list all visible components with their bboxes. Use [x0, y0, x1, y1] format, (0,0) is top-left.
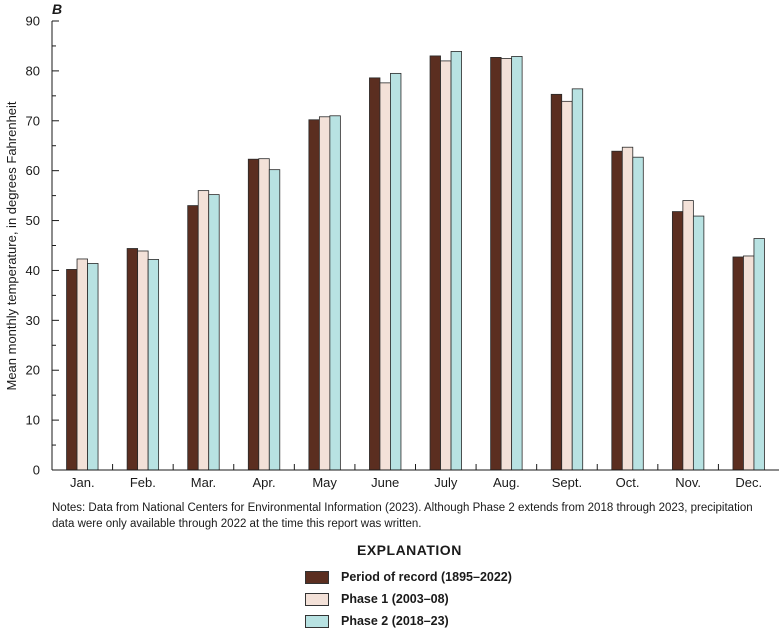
y-tick-label: 90: [26, 14, 40, 29]
bar-july-series-3: [450, 51, 462, 471]
x-tick-label: Nov.: [675, 475, 701, 490]
x-axis: Jan. Feb. Mar. Apr. May June July Aug. Sept. Oct.…: [52, 464, 779, 490]
bar-nov-series-2: [682, 200, 694, 471]
x-tick-label: Sept.: [552, 475, 582, 490]
legend-swatch-phase-2: [305, 614, 329, 628]
x-tick-label: May: [312, 475, 337, 490]
bar-oct-series-1: [611, 150, 623, 471]
legend: EXPLANATION Period of record (1895–2022)…: [305, 542, 605, 632]
bar-mar-series-2: [197, 190, 210, 471]
x-tick-label: Aug.: [493, 475, 520, 490]
legend-item-phase-2: Phase 2 (2018–23): [305, 610, 605, 632]
legend-swatch-phase-1: [305, 592, 329, 606]
bar-sept-series-3: [571, 88, 584, 471]
x-tick-label: June: [371, 475, 399, 490]
legend-label-phase-1: Phase 1 (2003–08): [341, 592, 449, 606]
bar-chart: B 0 10 20 30 40 50 60 70 80 90 Jan. Feb. Mar. Apr. Ma…: [4, 1, 779, 490]
bar-jan-series-3: [87, 263, 99, 471]
bar-dec-series-1: [732, 256, 744, 471]
bar-aug-series-1: [490, 57, 502, 471]
y-tick-label: 30: [26, 313, 40, 328]
bar-may-series-2: [318, 116, 331, 471]
panel-label: B: [52, 1, 62, 17]
y-tick-label: 10: [26, 413, 40, 428]
x-tick-label: Jan.: [70, 475, 95, 490]
x-tick-label: Feb.: [130, 475, 156, 490]
bar-nov-series-3: [692, 215, 705, 471]
y-axis-label: Mean monthly temperature, in degrees Fah…: [4, 101, 19, 390]
bar-apr-series-1: [247, 158, 260, 471]
bar-june-series-3: [390, 72, 402, 471]
y-tick-label: 20: [26, 363, 40, 378]
bar-feb-series-2: [137, 250, 149, 471]
legend-item-phase-1: Phase 1 (2003–08): [305, 588, 605, 610]
bar-may-series-3: [329, 115, 341, 471]
y-tick-label: 0: [33, 463, 40, 478]
bar-oct-series-3: [632, 156, 644, 471]
bar-sept-series-1: [550, 93, 563, 471]
legend-label-period-of-record: Period of record (1895–2022): [341, 570, 512, 584]
bars-group: [66, 51, 765, 471]
x-tick-label: Apr.: [252, 475, 275, 490]
bar-nov-series-1: [671, 211, 684, 471]
y-tick-label: 80: [26, 63, 40, 78]
bar-apr-series-3: [268, 169, 281, 471]
bar-june-series-2: [379, 82, 391, 471]
bar-mar-series-1: [187, 205, 199, 471]
bar-jan-series-2: [76, 258, 88, 471]
y-tick-label: 70: [26, 113, 40, 128]
legend-title: EXPLANATION: [357, 542, 462, 558]
bar-mar-series-3: [208, 194, 220, 471]
x-tick-label: Dec.: [735, 475, 762, 490]
bar-feb-series-1: [126, 248, 139, 471]
legend-item-period-of-record: Period of record (1895–2022): [305, 566, 605, 588]
bar-oct-series-2: [621, 146, 634, 471]
y-tick-label: 40: [26, 263, 40, 278]
bar-may-series-1: [308, 119, 320, 471]
y-tick-label: 50: [26, 213, 40, 228]
bar-july-series-1: [429, 55, 441, 471]
bar-sept-series-2: [561, 100, 573, 471]
bar-aug-series-2: [500, 58, 513, 471]
bar-dec-series-2: [743, 255, 755, 471]
x-tick-label: July: [434, 475, 458, 490]
x-tick-label: Mar.: [191, 475, 216, 490]
legend-swatch-period-of-record: [305, 570, 329, 584]
bar-dec-series-3: [753, 238, 765, 471]
bar-feb-series-3: [147, 259, 160, 471]
y-axis: 0 10 20 30 40 50 60 70 80 90: [26, 14, 59, 478]
bar-july-series-2: [440, 60, 452, 471]
y-tick-label: 60: [26, 163, 40, 178]
bar-apr-series-2: [258, 158, 270, 471]
bar-jan-series-1: [66, 269, 78, 471]
bar-aug-series-3: [511, 56, 523, 471]
notes-text: Notes: Data from National Centers for En…: [52, 502, 753, 530]
bar-june-series-1: [369, 77, 381, 471]
legend-label-phase-2: Phase 2 (2018–23): [341, 614, 449, 628]
x-tick-label: Oct.: [616, 475, 640, 490]
